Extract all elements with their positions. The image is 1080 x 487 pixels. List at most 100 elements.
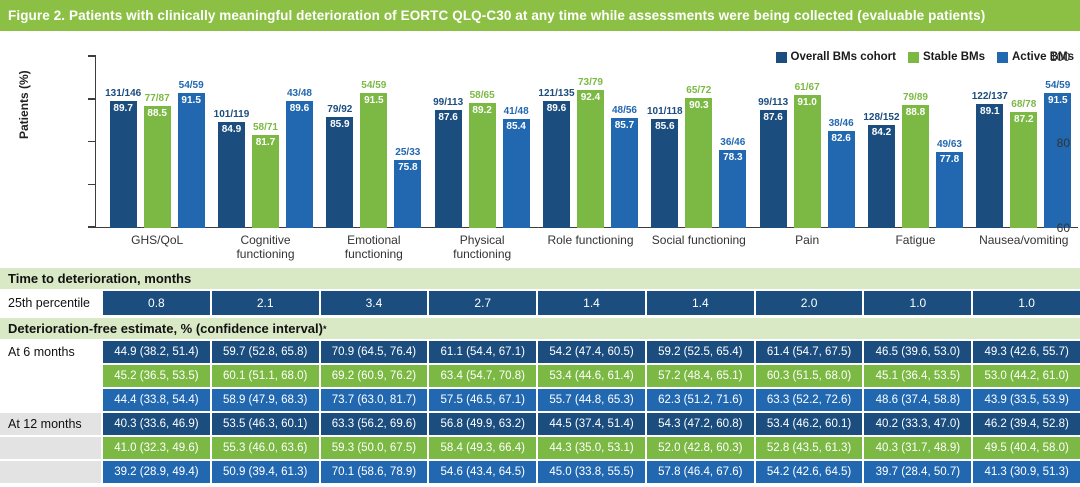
bar-fraction-label: 58/71: [252, 122, 278, 134]
percentile-cell: 1.4: [646, 291, 754, 315]
row-label: [0, 365, 101, 387]
bar-value-label: 89.6: [546, 103, 567, 115]
bar-fraction-label: 49/63: [936, 138, 962, 150]
bar-green: 77/87 88.5: [143, 93, 171, 228]
bar-value-label: 88.8: [905, 106, 926, 118]
bar-fraction-label: 54/59: [361, 80, 387, 92]
row-label: 25th percentile: [0, 291, 101, 315]
estimate-cell: 40.2 (33.3, 47.0): [864, 413, 972, 435]
bar-value-label: 85.9: [330, 119, 350, 131]
estimate-cell: 48.6 (37.4, 58.8): [864, 389, 972, 411]
percentile-cell: 0.8: [103, 291, 210, 315]
estimate-cell: 53.5 (46.3, 60.1): [211, 413, 319, 435]
bar-group: 99/113 87.6 61/67 91.0 38/46 82.6: [753, 57, 861, 228]
bar-fraction-label: 101/119: [213, 108, 250, 120]
estimate-cell: 59.2 (52.5, 65.4): [646, 341, 754, 363]
estimate-cell: 44.4 (33.8, 54.4): [103, 389, 210, 411]
estimate-cell: 62.3 (51.2, 71.6): [646, 389, 754, 411]
bar-value-label: 84.9: [221, 123, 242, 135]
bar-green: 58/71 81.7: [251, 122, 279, 228]
legend-label: Overall BMs cohort: [790, 51, 896, 63]
chart-legend: Overall BMs cohort Stable BMs Active BMs: [775, 51, 1074, 63]
bar-group: 121/135 89.6 73/79 92.4 48/56 85.7: [536, 57, 644, 228]
x-axis-category-label: Pain: [795, 233, 820, 247]
bar-value-label: 87.6: [438, 112, 458, 124]
row-label: At 6 months: [0, 341, 101, 363]
bar-group: 128/152 84.2 79/89 88.8 49/63 77.8: [861, 57, 969, 228]
legend-swatch-icon: [908, 51, 919, 63]
legend-item: Overall BMs cohort: [775, 51, 896, 63]
bar-blue: 41/48 85.4: [502, 106, 530, 228]
bar-value-label: 92.4: [580, 91, 601, 103]
bar-value-label: 77.8: [939, 153, 960, 165]
estimate-cell: 69.2 (60.9, 76.2): [320, 365, 428, 387]
percentile-cell: 3.4: [320, 291, 428, 315]
bar-value-label: 85.4: [506, 121, 526, 133]
figure-title: Figure 2. Patients with clinically meani…: [8, 8, 986, 23]
bar-blue: 43/48 89.6: [285, 88, 313, 228]
table-section-header-estimate: Deterioration-free estimate, % (confiden…: [0, 318, 1080, 339]
estimate-row: 45.2 (36.5, 53.5) 60.1 (51.1, 68.0) 69.2 (…: [0, 365, 1080, 387]
estimate-cell: 44.5 (37.4, 51.4): [538, 413, 645, 435]
bar-green: 73/79 92.4: [576, 77, 604, 228]
bar-group: 131/146 89.7 77/87 88.5 54/59 91.5: [103, 57, 211, 228]
bar-green: 79/89 88.8: [901, 92, 929, 228]
bar-green: 54/59 91.5: [360, 80, 388, 228]
estimate-cell: 49.3 (42.6, 55.7): [973, 341, 1080, 363]
bar-fraction-label: 65/72: [686, 85, 712, 97]
bar-fraction-label: 36/46: [720, 136, 746, 148]
bar-group: 122/137 89.1 68/78 87.2 54/59 91.5: [970, 57, 1078, 228]
x-axis-category-label: Cognitive functioning: [236, 233, 295, 261]
bar-value-label: 87.2: [1014, 113, 1034, 125]
percentile-cell: 1.0: [864, 291, 972, 315]
estimate-cell: 58.9 (47.9, 68.3): [211, 389, 319, 411]
y-axis-label: Patients (%): [17, 70, 31, 139]
bar-navy: 99/113 87.6: [758, 97, 788, 228]
estimate-row: 41.0 (32.3, 49.6) 55.3 (46.0, 63.6) 59.3 (…: [0, 437, 1080, 459]
bar-value-label: 89.6: [289, 103, 310, 115]
bar-fraction-label: 41/48: [503, 106, 529, 118]
estimate-cell: 58.4 (49.3, 66.4): [429, 437, 537, 459]
bar-fraction-label: 48/56: [611, 105, 637, 117]
percentile-cell: 2.0: [755, 291, 863, 315]
bar-navy: 122/137 89.1: [972, 91, 1008, 228]
estimate-cell: 40.3 (31.7, 48.9): [864, 437, 972, 459]
estimate-cell: 53.0 (44.2, 61.0): [973, 365, 1080, 387]
estimate-cell: 60.1 (51.1, 68.0): [211, 365, 319, 387]
x-axis-category-label: Physical functioning: [453, 233, 512, 261]
estimate-cell: 50.9 (39.4, 61.3): [211, 461, 319, 483]
bar-blue: 36/46 78.3: [719, 137, 747, 228]
row-label: At 12 months: [0, 413, 101, 435]
estimate-cell: 61.1 (54.4, 67.1): [429, 341, 537, 363]
bar-navy: 128/152 84.2: [863, 112, 900, 228]
estimate-cell: 59.3 (50.0, 67.5): [320, 437, 428, 459]
bars-container: 131/146 89.7 77/87 88.5 54/59 91.5 101/119 84.9…: [103, 57, 1078, 228]
legend-item: Stable BMs: [908, 51, 985, 63]
percentile-cell: 1.0: [973, 291, 1080, 315]
estimate-cell: 60.3 (51.5, 68.0): [755, 365, 863, 387]
bar-fraction-label: 58/65: [469, 90, 495, 102]
bar-green: 61/67 91.0: [793, 82, 821, 228]
estimate-cell: 73.7 (63.0, 81.7): [320, 389, 428, 411]
bar-navy: 99/113 87.6: [433, 97, 463, 228]
legend-swatch-icon: [997, 51, 1008, 63]
bar-value-label: 91.5: [181, 95, 201, 107]
section-header-text: Time to deterioration, months: [8, 271, 192, 286]
estimate-cell: 57.2 (48.4, 65.1): [646, 365, 754, 387]
row-label: [0, 389, 101, 411]
bar-fraction-label: 131/146: [105, 88, 142, 100]
estimate-cell: 56.8 (49.9, 63.2): [429, 413, 537, 435]
estimate-cell: 54.6 (43.4, 64.5): [429, 461, 537, 483]
bar-blue: 48/56 85.7: [610, 105, 638, 228]
figure-title-bar: Figure 2. Patients with clinically meani…: [0, 0, 1080, 31]
estimate-cell: 45.2 (36.5, 53.5): [103, 365, 210, 387]
estimate-cell: 40.3 (33.6, 46.9): [103, 413, 210, 435]
estimate-row: At 12 months 40.3 (33.6, 46.9) 53.5 (46.3,…: [0, 413, 1080, 435]
x-axis-category-label: Emotional functioning: [344, 233, 403, 261]
bar-value-label: 81.7: [255, 137, 276, 149]
estimate-cell: 57.8 (46.4, 67.6): [646, 461, 754, 483]
bar-group: 101/119 84.9 58/71 81.7 43/48 89.6: [211, 57, 319, 228]
bar-fraction-label: 54/59: [1045, 80, 1071, 92]
estimate-row: 44.4 (33.8, 54.4) 58.9 (47.9, 68.3) 73.7 (…: [0, 389, 1080, 411]
bar-value-label: 90.3: [689, 100, 709, 112]
